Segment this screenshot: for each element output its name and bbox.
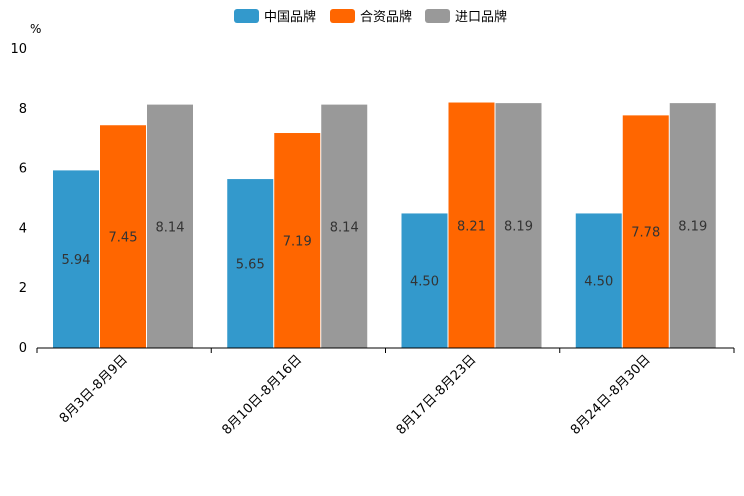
data-label: 4.50 — [410, 275, 439, 290]
bar-2-3 — [448, 102, 495, 348]
data-label: 8.19 — [678, 220, 707, 235]
bar-3-3 — [495, 103, 542, 348]
bar-1-4 — [575, 213, 622, 348]
y-tick-label: 6 — [19, 162, 27, 177]
data-label: 4.50 — [584, 275, 613, 290]
bar-1-3 — [401, 213, 448, 348]
bar-1-1 — [53, 170, 99, 348]
y-tick-label: 0 — [19, 341, 27, 356]
data-label: 7.45 — [109, 231, 138, 246]
legend-swatch-3 — [425, 9, 450, 23]
bar-3-2 — [321, 104, 368, 348]
data-label: 5.94 — [62, 253, 91, 268]
bar-1-2 — [227, 179, 274, 348]
legend-swatch-1 — [234, 9, 259, 23]
x-tick-label: 8月24日-8月30日 — [568, 352, 654, 438]
x-tick-label: 8月3日-8月9日 — [57, 352, 131, 426]
legend-swatch-2 — [330, 9, 355, 23]
data-labels: 5.94 5.65 4.50 4.50 7.45 7.19 8.21 7.78 8.14 8.14… — [62, 219, 708, 289]
x-axis: 8月3日-8月9日 8月10日-8月16日 8月17日-8月23日 8月24日-8月3… — [36, 348, 735, 438]
y-tick-label: 10 — [10, 42, 27, 57]
y-axis: 0 2 4 6 8 10 — [10, 42, 27, 356]
bars — [53, 102, 716, 349]
x-tick-label: 8月10日-8月16日 — [219, 352, 305, 438]
data-label: 5.65 — [236, 258, 265, 273]
bar-2-2 — [274, 133, 321, 348]
legend-label-2: 合资品牌 — [360, 9, 412, 25]
data-label: 7.19 — [283, 235, 312, 250]
legend-label-1: 中国品牌 — [264, 9, 316, 25]
bar-3-1 — [147, 104, 193, 348]
y-tick-label: 2 — [19, 281, 27, 296]
data-label: 7.78 — [631, 226, 660, 241]
legend: 中国品牌 合资品牌 进口品牌 — [234, 9, 507, 25]
y-tick-label: 8 — [19, 102, 27, 117]
legend-label-3: 进口品牌 — [455, 9, 507, 25]
y-axis-unit-label: % — [30, 22, 41, 36]
x-tick-label: 8月17日-8月23日 — [394, 352, 480, 438]
y-tick-label: 4 — [19, 221, 27, 236]
bar-2-4 — [622, 115, 669, 349]
data-label: 8.14 — [330, 220, 359, 235]
data-label: 8.21 — [457, 219, 486, 234]
data-label: 8.19 — [504, 220, 533, 235]
data-label: 8.14 — [156, 220, 185, 235]
bar-3-4 — [669, 103, 716, 348]
bar-2-1 — [100, 125, 146, 349]
